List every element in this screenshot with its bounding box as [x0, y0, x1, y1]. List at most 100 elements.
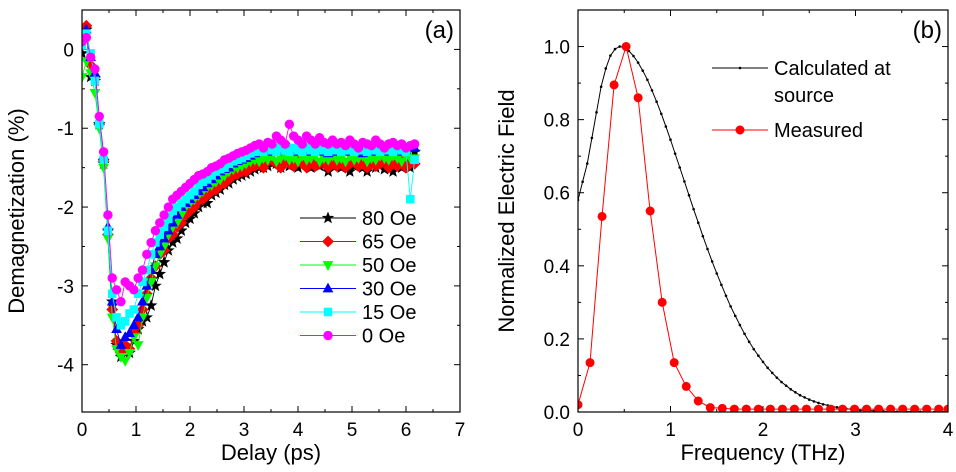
- legend-label: Calculated at source: [774, 58, 891, 107]
- data-point: [190, 187, 199, 196]
- data-point: [775, 376, 779, 379]
- data-point: [82, 32, 92, 43]
- data-point: [650, 89, 654, 92]
- data-point: [817, 401, 820, 405]
- series-line: [578, 44, 948, 410]
- data-point: [155, 218, 165, 228]
- data-point: [111, 285, 122, 295]
- data-point: [340, 157, 351, 168]
- data-point: [757, 354, 760, 358]
- data-point: [133, 273, 143, 283]
- data-point: [599, 85, 603, 89]
- series-0-oe: [82, 32, 420, 307]
- x-tick-label: 5: [347, 420, 358, 441]
- data-point: [657, 297, 667, 307]
- data-point: [150, 226, 161, 236]
- data-point: [90, 64, 100, 74]
- data-point: [761, 360, 765, 364]
- data-point: [789, 404, 799, 412]
- legend-label: 15 Oe: [362, 302, 416, 324]
- data-point: [803, 396, 806, 399]
- data-point: [284, 119, 295, 129]
- x-tick-label: 1: [131, 420, 142, 441]
- data-point: [146, 237, 156, 248]
- series-line: [578, 45, 948, 412]
- series-calculated-at-source: [578, 45, 948, 412]
- data-point: [604, 67, 608, 70]
- data-point: [673, 152, 677, 155]
- data-point: [814, 404, 823, 412]
- panel-label: (b): [913, 17, 942, 44]
- data-point: [103, 226, 113, 235]
- data-point: [705, 403, 715, 412]
- data-point: [898, 404, 908, 412]
- data-point: [129, 285, 139, 295]
- legend-marker: [321, 211, 335, 224]
- data-point: [645, 206, 655, 216]
- data-point: [922, 404, 932, 412]
- data-point: [729, 404, 739, 412]
- data-point: [910, 404, 920, 412]
- series-measured: [578, 42, 948, 412]
- y-axis-label: Demagnetization (%): [4, 108, 29, 313]
- data-point: [95, 120, 104, 129]
- legend-marker: [738, 66, 742, 70]
- x-tick-label: 2: [758, 420, 769, 441]
- data-point: [103, 210, 113, 220]
- data-point: [632, 54, 635, 58]
- plot-area: [82, 19, 421, 367]
- data-point: [157, 255, 171, 268]
- legend-label: 80 Oe: [362, 208, 416, 230]
- data-point: [862, 404, 872, 412]
- legend-marker: [323, 330, 333, 341]
- plot-area: [578, 42, 948, 412]
- data-point: [595, 111, 598, 114]
- chart-panel-a: 0 1 2 3 4 5 6 7 0 -1 -2 -3 -4 Delay (ps) Demagnetizati…: [4, 9, 466, 465]
- data-point: [292, 157, 304, 168]
- legend-label: 0 Oe: [362, 326, 405, 348]
- legend-marker: [322, 261, 334, 271]
- x-tick-label: 6: [401, 420, 412, 441]
- x-tick-label: 3: [850, 420, 861, 441]
- data-point: [801, 404, 811, 412]
- y-tick-label: -2: [57, 198, 74, 219]
- data-point: [142, 249, 152, 260]
- data-point: [687, 193, 691, 197]
- data-point: [669, 358, 679, 368]
- data-point: [850, 404, 860, 412]
- data-point: [98, 147, 109, 157]
- data-point: [609, 54, 612, 57]
- data-point: [710, 260, 714, 263]
- legend-label: Measured: [774, 120, 863, 142]
- y-axis-label: Normalized Electric Field: [494, 89, 519, 332]
- data-point: [597, 211, 607, 221]
- legend-label-line: Calculated at: [774, 58, 891, 80]
- data-point: [738, 323, 742, 327]
- data-point: [743, 332, 746, 336]
- x-axis-label: Frequency (THz): [680, 440, 845, 465]
- data-point: [636, 61, 640, 64]
- x-tick-label: 7: [455, 420, 466, 441]
- data-point: [729, 305, 732, 308]
- data-point: [85, 52, 96, 62]
- data-point: [585, 358, 595, 368]
- plot-frame: [81, 9, 461, 413]
- data-point: [409, 139, 420, 149]
- data-point: [120, 317, 130, 326]
- data-point: [789, 388, 793, 391]
- data-point: [621, 42, 631, 52]
- data-point: [82, 73, 88, 83]
- data-point: [89, 88, 101, 99]
- legend-label: 50 Oe: [362, 255, 416, 277]
- data-point: [370, 155, 382, 166]
- data-point: [613, 47, 617, 51]
- data-point: [821, 403, 825, 406]
- data-point: [137, 295, 148, 306]
- data-point: [396, 157, 408, 168]
- data-point: [633, 93, 643, 103]
- data-point: [664, 125, 668, 128]
- data-point: [681, 381, 691, 391]
- y-tick-label: -4: [57, 356, 74, 377]
- data-point: [124, 327, 135, 337]
